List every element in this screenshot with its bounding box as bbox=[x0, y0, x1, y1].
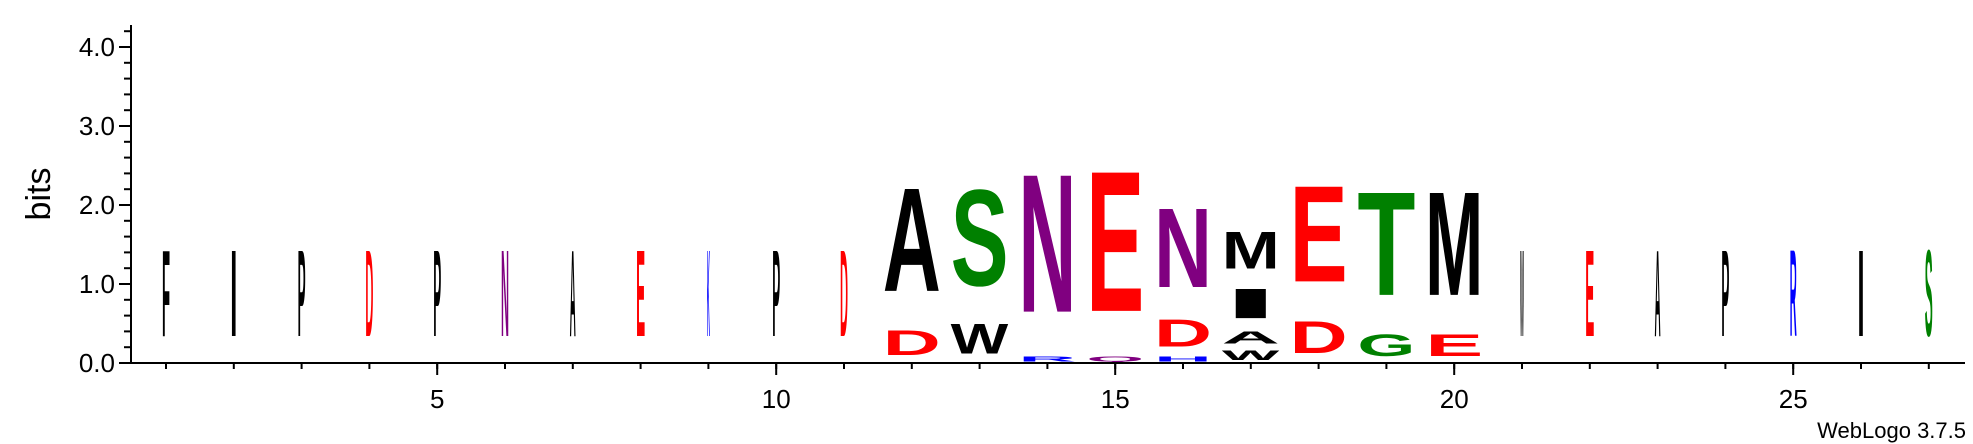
logo-letter-I-pos-2: I bbox=[230, 224, 237, 363]
logo-letter-R-pos-14: R bbox=[1018, 355, 1076, 363]
logo-letter-P-pos-3: P bbox=[298, 225, 306, 363]
logo-letter-W-pos-21: W bbox=[1520, 224, 1524, 363]
x-tick-label: 15 bbox=[1101, 384, 1130, 414]
logo-letter-H-pos-16: H bbox=[1154, 355, 1212, 363]
x-tick-label: 10 bbox=[762, 384, 791, 414]
logo-letter-R-pos-25: R bbox=[1790, 224, 1797, 362]
logo-letter-F-pos-1: F bbox=[162, 225, 170, 363]
logo-letter-M-pos-17: M bbox=[1222, 221, 1280, 280]
chart-axes: 0.0 1.0 2.0 3.0 4.0 5 10 15 20 25 bbox=[79, 25, 1965, 414]
weblogo-credit: WebLogo 3.7.5 bbox=[1817, 418, 1966, 443]
y-axis-ticks: 0.0 1.0 2.0 3.0 4.0 bbox=[79, 30, 131, 378]
logo-letter-S-pos-27: S bbox=[1925, 225, 1933, 363]
y-tick-label: 1.0 bbox=[79, 269, 115, 299]
x-tick-label: 5 bbox=[430, 384, 444, 414]
logo-letter-W-pos-17: W bbox=[1222, 347, 1280, 363]
logo-letter-G-pos-19: G bbox=[1357, 328, 1415, 363]
y-tick-label: 2.0 bbox=[79, 190, 115, 220]
logo-letter-A-pos-17: A bbox=[1222, 328, 1280, 348]
logo-letter-A-pos-12: A bbox=[883, 158, 941, 323]
logo-letter-D-pos-12: D bbox=[883, 324, 941, 363]
y-tick-label: 3.0 bbox=[79, 111, 115, 141]
x-axis-ticks: 5 10 15 20 25 bbox=[165, 363, 1930, 414]
logo-letter-N-pos-16: N bbox=[1154, 184, 1212, 311]
logo-letter-P-pos-24: P bbox=[1721, 225, 1729, 363]
logo-letter-I-pos-26: I bbox=[1858, 224, 1865, 363]
logo-letter-P-pos-5: P bbox=[433, 225, 441, 363]
logo-letter-A-pos-7: A bbox=[570, 224, 576, 362]
logo-letter-Q-pos-15: Q bbox=[1086, 355, 1144, 363]
logo-letter-P-pos-10: P bbox=[772, 225, 780, 363]
logo-letter-W-pos-13: W bbox=[951, 316, 1009, 364]
y-axis-title: bits bbox=[20, 168, 58, 221]
logo-letter-E-pos-20: E bbox=[1425, 327, 1483, 362]
logo-letter-A-pos-23: A bbox=[1655, 224, 1661, 362]
logo-letter-D-pos-11: D bbox=[840, 225, 848, 363]
logo-letter-I-pos-17: I bbox=[1222, 280, 1280, 327]
logo-letter-N-pos-6: N bbox=[501, 225, 509, 363]
logo-letter-E-pos-15: E bbox=[1086, 129, 1144, 354]
logo-letter-D-pos-4: D bbox=[365, 225, 373, 363]
logo-letter-E-pos-18: E bbox=[1290, 158, 1348, 311]
x-tick-label: 25 bbox=[1779, 384, 1808, 414]
logo-letter-T-pos-19: T bbox=[1357, 162, 1415, 328]
x-tick-label: 20 bbox=[1440, 384, 1469, 414]
y-tick-label: 4.0 bbox=[79, 32, 115, 62]
logo-letter-D-pos-16: D bbox=[1154, 312, 1212, 355]
logo-letter-M-pos-20: M bbox=[1425, 160, 1483, 326]
logo-letter-D-pos-18: D bbox=[1290, 312, 1348, 363]
logo-letter-K-pos-9: K bbox=[707, 224, 710, 363]
logo-letter-S-pos-13: S bbox=[951, 162, 1009, 315]
logo-letter-N-pos-14: N bbox=[1018, 133, 1076, 353]
logo-letter-E-pos-22: E bbox=[1585, 225, 1594, 363]
y-tick-label: 0.0 bbox=[79, 348, 115, 378]
logo-letter-E-pos-8: E bbox=[636, 225, 645, 363]
